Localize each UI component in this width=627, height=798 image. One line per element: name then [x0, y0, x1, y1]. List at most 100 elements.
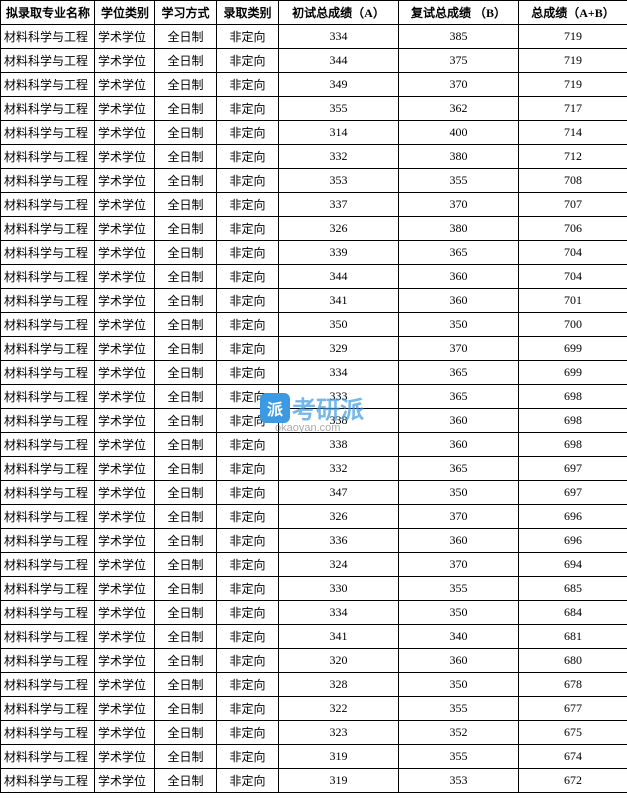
table-cell: 非定向	[217, 25, 279, 49]
table-cell: 全日制	[155, 721, 217, 745]
table-header-row: 拟录取专业名称 学位类别 学习方式 录取类别 初试总成绩（A） 复试总成绩 （B…	[1, 1, 627, 25]
table-row: 材料科学与工程学术学位全日制非定向353355708	[1, 169, 627, 193]
table-cell: 324	[279, 553, 399, 577]
table-cell: 全日制	[155, 97, 217, 121]
table-cell: 非定向	[217, 385, 279, 409]
table-row: 材料科学与工程学术学位全日制非定向338360698	[1, 433, 627, 457]
table-cell: 380	[399, 217, 519, 241]
table-row: 材料科学与工程学术学位全日制非定向341360701	[1, 289, 627, 313]
table-cell: 334	[279, 601, 399, 625]
table-cell: 370	[399, 193, 519, 217]
table-cell: 全日制	[155, 169, 217, 193]
table-cell: 材料科学与工程	[1, 409, 95, 433]
table-cell: 学术学位	[95, 241, 155, 265]
table-cell: 380	[399, 145, 519, 169]
table-cell: 360	[399, 265, 519, 289]
table-cell: 材料科学与工程	[1, 241, 95, 265]
table-cell: 328	[279, 673, 399, 697]
table-cell: 非定向	[217, 265, 279, 289]
table-cell: 675	[519, 721, 627, 745]
header-degree: 学位类别	[95, 1, 155, 25]
table-cell: 非定向	[217, 697, 279, 721]
table-cell: 706	[519, 217, 627, 241]
table-cell: 非定向	[217, 121, 279, 145]
table-cell: 698	[519, 433, 627, 457]
table-cell: 材料科学与工程	[1, 529, 95, 553]
table-cell: 非定向	[217, 481, 279, 505]
table-cell: 学术学位	[95, 409, 155, 433]
table-cell: 非定向	[217, 553, 279, 577]
table-cell: 全日制	[155, 433, 217, 457]
table-cell: 非定向	[217, 97, 279, 121]
table-cell: 385	[399, 25, 519, 49]
table-cell: 349	[279, 73, 399, 97]
table-cell: 全日制	[155, 481, 217, 505]
table-cell: 362	[399, 97, 519, 121]
table-cell: 365	[399, 241, 519, 265]
table-cell: 学术学位	[95, 289, 155, 313]
table-cell: 全日制	[155, 673, 217, 697]
table-cell: 697	[519, 457, 627, 481]
table-cell: 全日制	[155, 265, 217, 289]
table-cell: 学术学位	[95, 361, 155, 385]
table-cell: 全日制	[155, 289, 217, 313]
table-cell: 360	[399, 649, 519, 673]
table-cell: 355	[399, 697, 519, 721]
table-cell: 非定向	[217, 313, 279, 337]
table-cell: 344	[279, 49, 399, 73]
table-cell: 全日制	[155, 649, 217, 673]
table-row: 材料科学与工程学术学位全日制非定向326370696	[1, 505, 627, 529]
table-cell: 319	[279, 745, 399, 769]
table-cell: 320	[279, 649, 399, 673]
table-cell: 学术学位	[95, 193, 155, 217]
table-cell: 680	[519, 649, 627, 673]
table-cell: 350	[399, 481, 519, 505]
table-cell: 学术学位	[95, 697, 155, 721]
table-cell: 非定向	[217, 673, 279, 697]
table-cell: 材料科学与工程	[1, 577, 95, 601]
table-row: 材料科学与工程学术学位全日制非定向333365698	[1, 385, 627, 409]
table-cell: 全日制	[155, 697, 217, 721]
table-cell: 非定向	[217, 409, 279, 433]
table-cell: 学术学位	[95, 313, 155, 337]
table-cell: 332	[279, 457, 399, 481]
table-cell: 336	[279, 529, 399, 553]
table-cell: 355	[399, 745, 519, 769]
table-cell: 341	[279, 289, 399, 313]
table-cell: 332	[279, 145, 399, 169]
table-cell: 全日制	[155, 193, 217, 217]
table-cell: 338	[279, 433, 399, 457]
table-row: 材料科学与工程学术学位全日制非定向324370694	[1, 553, 627, 577]
table-cell: 360	[399, 529, 519, 553]
table-cell: 学术学位	[95, 169, 155, 193]
table-row: 材料科学与工程学术学位全日制非定向338360698	[1, 409, 627, 433]
table-cell: 材料科学与工程	[1, 337, 95, 361]
table-cell: 330	[279, 577, 399, 601]
table-row: 材料科学与工程学术学位全日制非定向334385719	[1, 25, 627, 49]
table-cell: 333	[279, 385, 399, 409]
table-cell: 355	[399, 577, 519, 601]
table-cell: 材料科学与工程	[1, 457, 95, 481]
table-cell: 学术学位	[95, 769, 155, 793]
table-cell: 684	[519, 601, 627, 625]
table-cell: 全日制	[155, 601, 217, 625]
table-cell: 学术学位	[95, 649, 155, 673]
table-cell: 699	[519, 361, 627, 385]
table-cell: 365	[399, 385, 519, 409]
table-row: 材料科学与工程学术学位全日制非定向344360704	[1, 265, 627, 289]
table-cell: 701	[519, 289, 627, 313]
table-cell: 非定向	[217, 745, 279, 769]
table-cell: 696	[519, 505, 627, 529]
table-cell: 非定向	[217, 193, 279, 217]
table-cell: 材料科学与工程	[1, 97, 95, 121]
table-cell: 678	[519, 673, 627, 697]
table-cell: 材料科学与工程	[1, 385, 95, 409]
table-cell: 非定向	[217, 529, 279, 553]
table-cell: 材料科学与工程	[1, 673, 95, 697]
table-cell: 材料科学与工程	[1, 265, 95, 289]
table-cell: 717	[519, 97, 627, 121]
table-cell: 全日制	[155, 625, 217, 649]
table-cell: 681	[519, 625, 627, 649]
table-cell: 全日制	[155, 553, 217, 577]
table-cell: 材料科学与工程	[1, 289, 95, 313]
